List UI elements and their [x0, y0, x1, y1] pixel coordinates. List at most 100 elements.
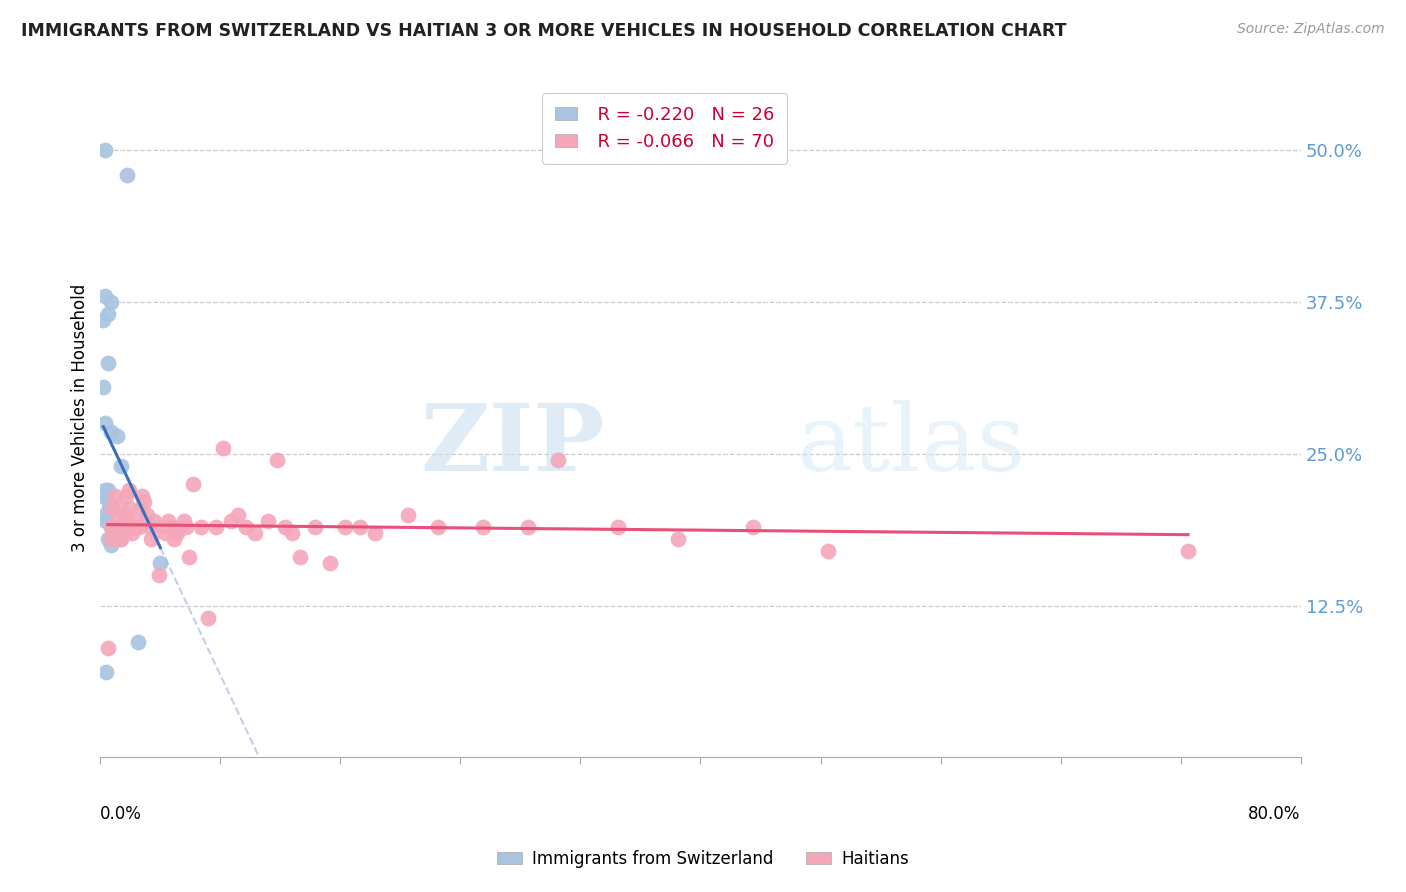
Point: [235, 519, 257, 533]
Point: [128, 519, 150, 533]
Point: [110, 532, 132, 546]
Point: [98, 501, 121, 516]
Point: [115, 489, 138, 503]
Point: [118, 501, 141, 516]
Point: [117, 168, 139, 182]
Y-axis label: 3 or more Vehicles in Household: 3 or more Vehicles in Household: [72, 284, 89, 551]
Point: [100, 425, 122, 439]
Point: [108, 501, 131, 516]
Point: [93, 313, 115, 327]
Point: [100, 295, 122, 310]
Point: [115, 508, 138, 522]
Point: [141, 532, 163, 546]
Point: [127, 635, 149, 649]
Point: [183, 477, 205, 491]
Point: [153, 525, 176, 540]
Point: [100, 519, 122, 533]
Point: [97, 356, 120, 370]
Point: [228, 508, 250, 522]
Point: [93, 489, 115, 503]
Point: [105, 428, 128, 442]
Point: [166, 525, 188, 540]
Point: [125, 514, 148, 528]
Point: [110, 458, 132, 473]
Point: [122, 519, 145, 533]
Legend:   R = -0.220   N = 26,   R = -0.066   N = 70: R = -0.220 N = 26, R = -0.066 N = 70: [543, 94, 787, 163]
Point: [150, 519, 173, 533]
Point: [197, 611, 219, 625]
Text: 0.0%: 0.0%: [100, 805, 142, 823]
Point: [94, 508, 117, 522]
Point: [96, 665, 118, 680]
Point: [129, 501, 152, 516]
Point: [108, 532, 131, 546]
Point: [103, 519, 125, 533]
Point: [97, 307, 120, 321]
Point: [101, 501, 124, 516]
Point: [131, 489, 153, 503]
Point: [266, 453, 288, 467]
Point: [304, 519, 326, 533]
Point: [281, 525, 304, 540]
Point: [426, 519, 449, 533]
Point: [94, 417, 117, 431]
Point: [97, 483, 120, 498]
Point: [98, 495, 121, 509]
Point: [118, 483, 141, 498]
Point: [666, 532, 689, 546]
Point: [94, 143, 117, 157]
Point: [94, 483, 117, 498]
Point: [111, 519, 134, 533]
Text: 80.0%: 80.0%: [1249, 805, 1301, 823]
Point: [333, 519, 356, 533]
Point: [135, 508, 157, 522]
Point: [101, 519, 124, 533]
Point: [121, 525, 143, 540]
Point: [148, 568, 170, 582]
Point: [274, 519, 297, 533]
Point: [243, 525, 266, 540]
Point: [94, 289, 117, 303]
Point: [163, 532, 186, 546]
Point: [110, 525, 132, 540]
Point: [817, 544, 839, 558]
Point: [112, 525, 135, 540]
Text: IMMIGRANTS FROM SWITZERLAND VS HAITIAN 3 OR MORE VEHICLES IN HOUSEHOLD CORRELATI: IMMIGRANTS FROM SWITZERLAND VS HAITIAN 3…: [21, 22, 1067, 40]
Point: [96, 489, 118, 503]
Point: [547, 453, 569, 467]
Point: [149, 556, 172, 570]
Point: [139, 519, 162, 533]
Point: [212, 441, 235, 455]
Point: [173, 514, 195, 528]
Point: [169, 519, 191, 533]
Point: [124, 519, 146, 533]
Point: [190, 519, 212, 533]
Point: [97, 532, 120, 546]
Point: [112, 508, 135, 522]
Point: [517, 519, 540, 533]
Legend: Immigrants from Switzerland, Haitians: Immigrants from Switzerland, Haitians: [491, 844, 915, 875]
Point: [156, 514, 179, 528]
Point: [100, 532, 122, 546]
Point: [105, 514, 128, 528]
Point: [177, 550, 200, 565]
Point: [319, 556, 342, 570]
Text: atlas: atlas: [797, 400, 1026, 490]
Text: Source: ZipAtlas.com: Source: ZipAtlas.com: [1237, 22, 1385, 37]
Point: [349, 519, 371, 533]
Point: [93, 380, 115, 394]
Point: [96, 514, 118, 528]
Point: [97, 641, 120, 656]
Point: [143, 514, 166, 528]
Point: [742, 519, 765, 533]
Point: [288, 550, 311, 565]
Point: [364, 525, 387, 540]
Point: [396, 508, 419, 522]
Point: [205, 519, 228, 533]
Point: [219, 514, 242, 528]
Point: [607, 519, 630, 533]
Point: [132, 495, 155, 509]
Point: [471, 519, 494, 533]
Point: [104, 489, 127, 503]
Point: [160, 519, 183, 533]
